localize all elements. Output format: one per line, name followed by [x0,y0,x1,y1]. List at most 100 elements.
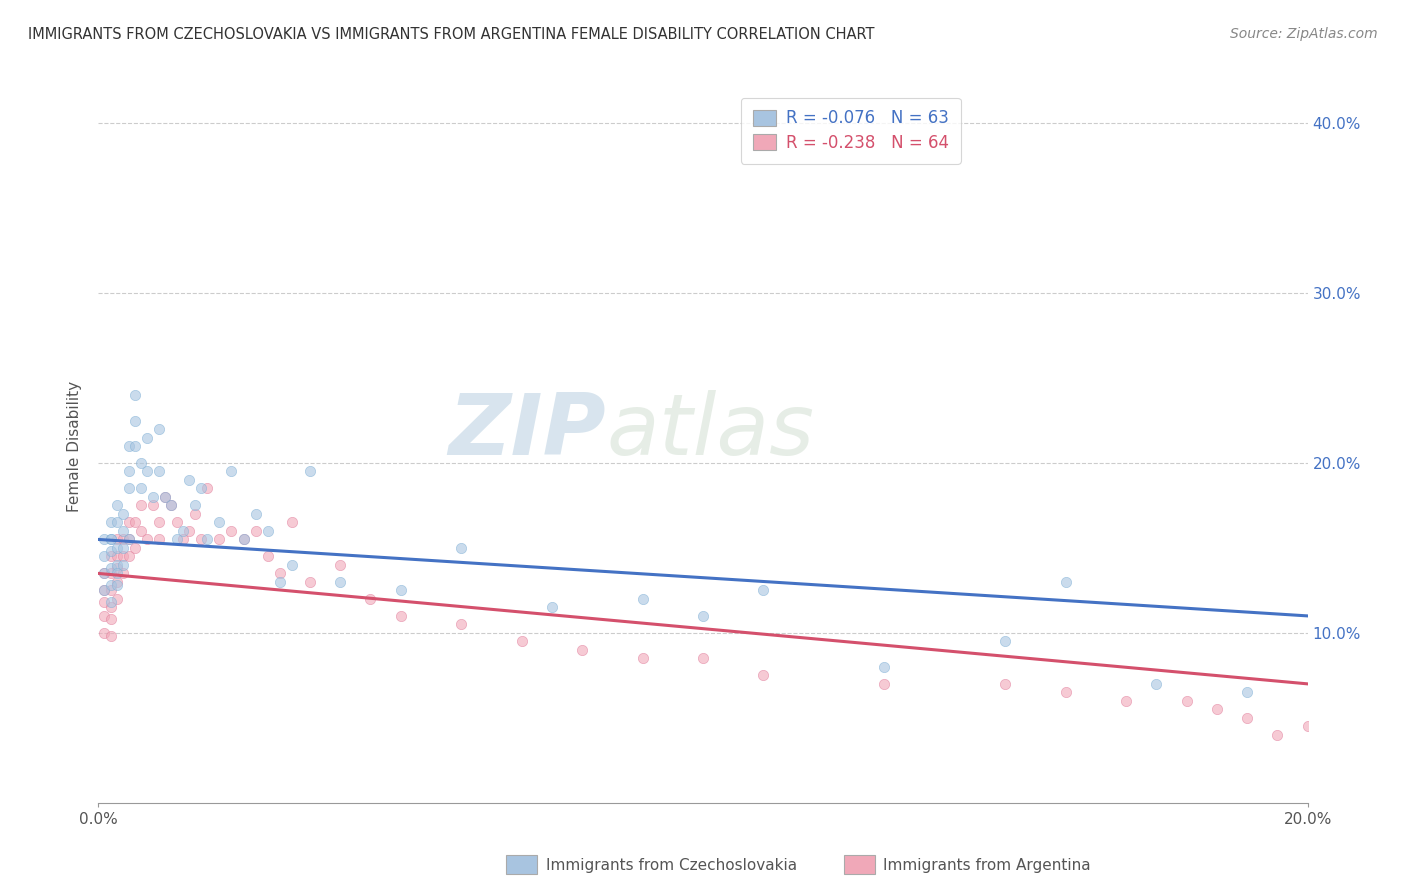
Point [100,516,122,530]
Point [245,524,267,538]
Point [129,524,152,538]
Point [124,439,146,453]
Point [148,422,170,436]
Point [135,430,157,444]
Point [148,465,170,479]
Point [692,651,714,665]
Point [124,541,146,555]
Point [232,533,254,547]
Point [118,465,141,479]
Point [1054,685,1077,699]
Point [450,541,472,555]
Point [994,634,1017,648]
Point [100,595,122,609]
Point [148,516,170,530]
Point [208,516,231,530]
Point [100,544,122,558]
Point [752,668,775,682]
Point [329,558,352,572]
Point [105,499,128,513]
Point [1236,711,1258,725]
Point [93,583,115,598]
Point [111,549,134,564]
Point [172,533,194,547]
Point [153,490,176,504]
Point [232,533,254,547]
Point [118,439,141,453]
Point [100,566,122,581]
Point [166,533,188,547]
Text: atlas: atlas [606,390,814,474]
Point [118,533,141,547]
Point [129,499,152,513]
Point [111,541,134,555]
Point [111,566,134,581]
Point [118,482,141,496]
Point [93,566,115,581]
Point [129,482,152,496]
Point [105,566,128,581]
Point [148,533,170,547]
Point [100,583,122,598]
Point [100,533,122,547]
Point [692,608,714,623]
Point [111,558,134,572]
Point [1144,677,1167,691]
Point [994,677,1017,691]
Point [256,549,278,564]
Point [105,516,128,530]
Point [111,524,134,538]
Point [571,643,593,657]
Point [129,456,152,470]
Point [105,549,128,564]
Point [160,499,183,513]
Point [360,591,382,606]
Point [111,507,134,521]
Point [873,660,896,674]
Point [281,516,304,530]
Point [184,499,207,513]
Point [93,608,115,623]
Point [179,524,201,538]
Point [172,524,194,538]
Point [208,533,231,547]
Point [221,465,243,479]
Point [100,533,122,547]
Point [135,465,157,479]
Text: Immigrants from Czechoslovakia: Immigrants from Czechoslovakia [546,858,797,872]
Point [1175,694,1198,708]
Point [1206,702,1229,716]
Point [93,595,115,609]
Point [1236,685,1258,699]
Point [184,507,207,521]
Point [179,473,201,487]
Point [100,629,122,643]
Point [142,499,165,513]
Point [105,558,128,572]
Text: ZIP: ZIP [449,390,606,474]
Point [269,566,291,581]
Point [100,549,122,564]
Point [105,533,128,547]
Point [299,574,322,589]
Point [100,561,122,575]
Point [873,677,896,691]
Point [752,583,775,598]
Point [281,558,304,572]
Point [190,533,212,547]
Point [124,413,146,427]
Point [540,600,562,615]
Point [93,533,115,547]
Point [105,591,128,606]
Point [153,490,176,504]
Point [299,465,322,479]
Point [105,541,128,555]
Point [450,617,472,632]
Point [245,507,267,521]
Point [105,561,128,575]
Text: Immigrants from Argentina: Immigrants from Argentina [883,858,1091,872]
Point [100,612,122,626]
Point [631,591,654,606]
Point [160,499,183,513]
Point [105,578,128,592]
